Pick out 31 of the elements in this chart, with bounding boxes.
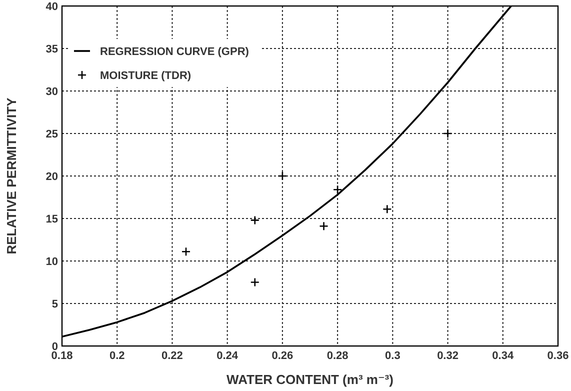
x-tick-label: 0.24	[216, 350, 239, 362]
legend-label: REGRESSION CURVE (GPR)	[100, 46, 250, 58]
y-tick-label: 20	[46, 171, 58, 183]
x-tick-label: 0.28	[326, 350, 348, 362]
legend-label: MOISTURE (TDR)	[100, 70, 192, 82]
point	[332, 184, 342, 194]
point	[278, 171, 288, 181]
y-tick-label: 15	[46, 214, 58, 226]
y-tick-label: 5	[52, 298, 58, 310]
x-tick-label: 0.26	[272, 350, 294, 362]
y-tick-label: 0	[52, 341, 58, 353]
point	[443, 128, 452, 138]
y-tick-label: 25	[46, 128, 58, 140]
x-axis-title: WATER CONTENT (m³ m⁻³)	[226, 372, 394, 387]
point	[382, 204, 392, 214]
x-tick-label: 0.34	[492, 350, 514, 362]
point	[181, 247, 191, 256]
x-tick-label: 0.3	[385, 350, 400, 362]
x-tick-label: 0.22	[162, 350, 183, 362]
point	[250, 216, 260, 225]
point	[250, 278, 260, 287]
point	[319, 222, 328, 231]
x-tick-label: 0.18	[51, 350, 73, 362]
y-tick-label: 10	[46, 256, 58, 268]
x-tick-label: 0.36	[547, 350, 569, 362]
y-tick-label: 35	[46, 44, 58, 56]
y-tick-label: 40	[46, 1, 58, 13]
x-tick-label: 0.2	[109, 350, 125, 362]
x-tick-label: 0.32	[437, 350, 458, 362]
y-tick-label: 30	[46, 86, 58, 98]
y-axis-title: RELATIVE PERMITTIVITY	[4, 97, 19, 254]
